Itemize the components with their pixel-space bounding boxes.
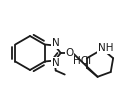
Text: HCl: HCl bbox=[73, 56, 91, 66]
Text: NH: NH bbox=[98, 43, 113, 53]
Text: N: N bbox=[52, 57, 60, 68]
Text: N: N bbox=[52, 38, 60, 48]
Text: O: O bbox=[66, 48, 74, 58]
